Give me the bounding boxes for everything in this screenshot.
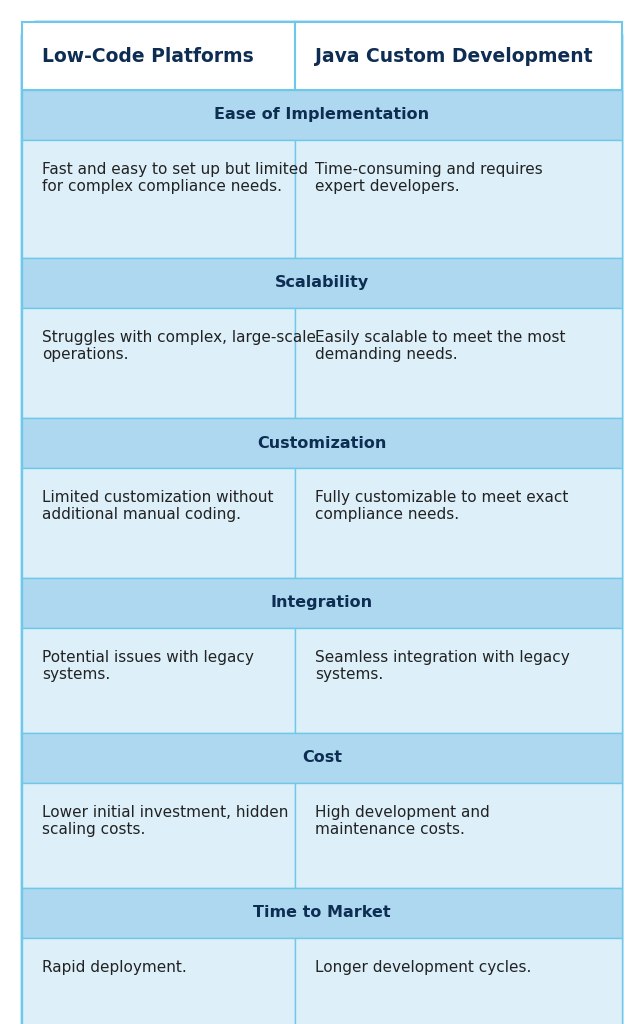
Text: Longer development cycles.: Longer development cycles. <box>315 959 531 975</box>
Text: Limited customization without
additional manual coding.: Limited customization without additional… <box>42 490 274 522</box>
Text: Cost: Cost <box>302 751 342 766</box>
Bar <box>22 140 295 258</box>
Text: Struggles with complex, large-scale
operations.: Struggles with complex, large-scale oper… <box>42 330 316 362</box>
Text: Fully customizable to meet exact
compliance needs.: Fully customizable to meet exact complia… <box>315 490 569 522</box>
Text: Lower initial investment, hidden
scaling costs.: Lower initial investment, hidden scaling… <box>42 805 289 838</box>
Text: Easily scalable to meet the most
demanding needs.: Easily scalable to meet the most demandi… <box>315 330 565 362</box>
Bar <box>22 22 295 90</box>
Text: Ease of Implementation: Ease of Implementation <box>214 108 430 123</box>
Bar <box>22 578 622 628</box>
Text: Rapid deployment.: Rapid deployment. <box>42 959 187 975</box>
Bar <box>22 888 622 938</box>
Text: Fast and easy to set up but limited
for complex compliance needs.: Fast and easy to set up but limited for … <box>42 162 308 195</box>
Text: Low-Code Platforms: Low-Code Platforms <box>42 46 254 66</box>
Text: Customization: Customization <box>258 435 386 451</box>
Text: Java Custom Development: Java Custom Development <box>315 46 592 66</box>
Text: Seamless integration with legacy
systems.: Seamless integration with legacy systems… <box>315 650 570 682</box>
Bar <box>22 258 622 308</box>
Bar <box>22 418 622 468</box>
Text: Integration: Integration <box>271 596 373 610</box>
Bar <box>295 938 622 1024</box>
Bar <box>22 733 622 783</box>
Text: Scalability: Scalability <box>275 275 369 291</box>
Bar <box>295 468 622 578</box>
Bar <box>22 90 622 140</box>
Text: Time to Market: Time to Market <box>253 905 391 921</box>
Text: High development and
maintenance costs.: High development and maintenance costs. <box>315 805 489 838</box>
Bar <box>295 22 622 90</box>
Bar <box>22 308 295 418</box>
Bar <box>295 628 622 733</box>
Bar <box>22 938 295 1024</box>
FancyBboxPatch shape <box>22 22 622 1024</box>
Bar <box>22 783 295 888</box>
Bar <box>295 783 622 888</box>
Text: Time-consuming and requires
expert developers.: Time-consuming and requires expert devel… <box>315 162 543 195</box>
Bar <box>22 628 295 733</box>
Text: Potential issues with legacy
systems.: Potential issues with legacy systems. <box>42 650 254 682</box>
Bar <box>295 308 622 418</box>
Bar <box>295 140 622 258</box>
Bar <box>22 468 295 578</box>
